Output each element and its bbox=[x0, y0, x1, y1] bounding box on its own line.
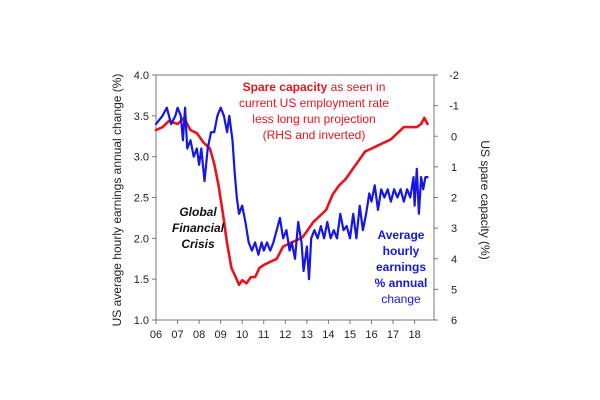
earnings-line5: change bbox=[381, 292, 421, 306]
spare-annotation-line4: (RHS and inverted) bbox=[263, 128, 366, 142]
left-tick-label: 1.5 bbox=[134, 274, 149, 286]
x-tick-label: 16 bbox=[365, 329, 377, 341]
x-tick-label: 13 bbox=[301, 329, 313, 341]
right-tick-label: 0 bbox=[451, 131, 457, 143]
x-axis-ticks: 06 07 08 09 10 11 12 13 14 15 16 17 18 bbox=[150, 320, 421, 341]
spare-capacity-annotation: Spare capacity as seen in current US emp… bbox=[239, 80, 389, 142]
earnings-line3: earnings bbox=[376, 260, 426, 274]
svg-text:% annual: % annual bbox=[375, 276, 428, 290]
x-tick-label: 09 bbox=[215, 329, 227, 341]
x-tick-label: 15 bbox=[344, 329, 356, 341]
x-tick-label: 07 bbox=[171, 329, 183, 341]
spare-capacity-line bbox=[154, 116, 429, 287]
right-tick-label: 2 bbox=[451, 193, 457, 205]
earnings-line2: hourly bbox=[383, 244, 420, 258]
x-tick-label: 11 bbox=[258, 329, 269, 341]
x-tick-label: 06 bbox=[150, 329, 162, 341]
x-tick-label: 17 bbox=[387, 329, 399, 341]
x-tick-label: 10 bbox=[236, 329, 248, 341]
left-tick-label: 1.0 bbox=[134, 315, 149, 327]
x-tick-label: 08 bbox=[193, 329, 205, 341]
right-tick-label: -1 bbox=[449, 101, 459, 113]
left-axis-ticks: 1.0 1.5 2.0 2.5 3.0 3.5 4.0 bbox=[134, 70, 156, 327]
x-tick-label: 12 bbox=[279, 329, 291, 341]
right-axis-title: US spare capacity (%) bbox=[478, 140, 492, 259]
earnings-annotation: Average hourly earnings % annual change bbox=[375, 228, 428, 306]
gfc-annotation: Global Financial Crisis bbox=[172, 205, 225, 251]
right-axis-ticks: -2 -1 0 1 2 3 4 5 6 bbox=[434, 70, 459, 327]
right-tick-label: 5 bbox=[451, 284, 457, 296]
spare-annotation-line1: as seen in bbox=[327, 80, 385, 94]
series-group bbox=[154, 106, 429, 287]
gfc-line2: Financial bbox=[172, 221, 225, 235]
average-hourly-earnings-line bbox=[154, 106, 429, 281]
x-tick-label: 18 bbox=[408, 329, 420, 341]
svg-text:Spare capacity as seen in: Spare capacity as seen in bbox=[243, 80, 386, 94]
left-tick-label: 3.5 bbox=[134, 111, 149, 123]
earnings-line1: Average bbox=[378, 228, 425, 242]
spare-annotation-line3: less long run projection bbox=[252, 112, 375, 126]
right-tick-label: 1 bbox=[451, 162, 457, 174]
x-tick-label: 14 bbox=[322, 329, 334, 341]
gfc-line1: Global bbox=[179, 205, 217, 219]
right-tick-label: 3 bbox=[451, 223, 457, 235]
left-tick-label: 2.0 bbox=[134, 233, 149, 245]
spare-annotation-bold: Spare capacity bbox=[243, 80, 328, 94]
right-tick-label: -2 bbox=[449, 70, 459, 82]
earnings-line4: % annual bbox=[375, 276, 428, 290]
right-tick-label: 6 bbox=[451, 315, 457, 327]
spare-annotation-line2: current US employment rate bbox=[239, 96, 389, 110]
gfc-line3: Crisis bbox=[181, 237, 215, 251]
left-tick-label: 4.0 bbox=[134, 70, 149, 82]
right-tick-label: 4 bbox=[451, 254, 457, 266]
left-tick-label: 3.0 bbox=[134, 152, 149, 164]
left-axis-title: US average hourly earnings annual change… bbox=[110, 74, 124, 327]
left-tick-label: 2.5 bbox=[134, 193, 149, 205]
